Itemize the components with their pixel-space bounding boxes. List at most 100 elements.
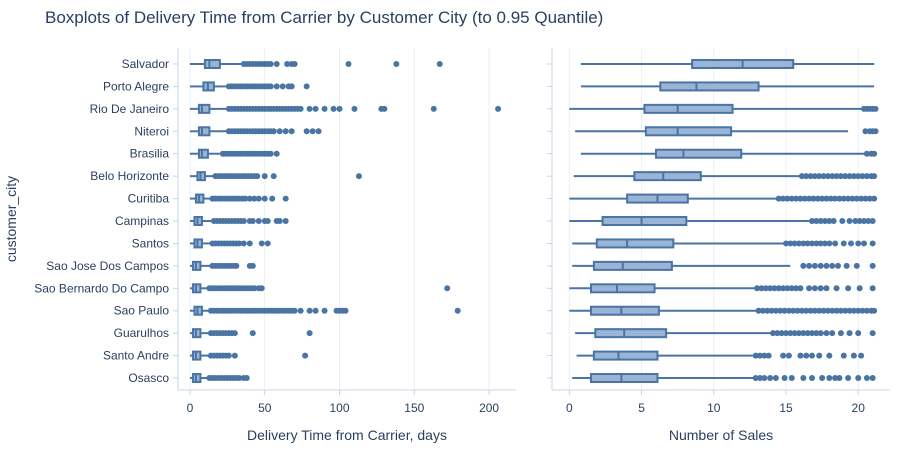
outlier-point	[819, 375, 826, 382]
outlier-point	[430, 105, 437, 112]
outlier-point	[832, 195, 839, 202]
iqr-box	[655, 148, 743, 159]
outlier-point	[829, 173, 836, 180]
outlier-point	[855, 240, 862, 247]
outlier-point	[827, 195, 834, 202]
x-tick-label: 15	[779, 401, 793, 415]
outlier-point	[855, 375, 862, 382]
outlier-point	[495, 105, 502, 112]
outlier-point	[832, 375, 839, 382]
outlier-point	[273, 83, 280, 90]
box-campinas	[569, 216, 876, 227]
outlier-point	[767, 285, 774, 292]
outlier-point	[236, 375, 243, 382]
outlier-point	[788, 375, 795, 382]
outlier-point	[788, 285, 795, 292]
outlier-point	[797, 195, 804, 202]
outlier-point	[336, 105, 343, 112]
outlier-point	[777, 307, 784, 314]
outlier-point	[321, 307, 328, 314]
outlier-point	[225, 352, 232, 359]
outlier-point	[796, 240, 802, 247]
y-tick-label: Sao Paulo	[114, 304, 170, 318]
outlier-point	[806, 285, 813, 292]
outlier-point	[761, 375, 768, 382]
panel-2: 0 5 10 15 20 Number of Sales	[547, 48, 890, 443]
iqr-box	[197, 148, 209, 159]
box-sao-paulo	[189, 305, 461, 316]
outlier-point	[840, 352, 847, 359]
outlier-point	[254, 173, 261, 180]
panel-1: 0 50 100 150 200 Delivery Time from Carrier, …	[173, 48, 516, 443]
outlier-point	[800, 375, 807, 382]
outlier-point	[309, 128, 316, 135]
y-tick-label: Guarulhos	[114, 326, 169, 340]
outlier-point	[436, 61, 443, 67]
outlier-point	[246, 240, 253, 247]
outlier-point	[276, 218, 283, 225]
outlier-point	[807, 307, 814, 314]
outlier-point	[242, 195, 249, 202]
outlier-point	[822, 218, 828, 225]
outlier-point	[306, 307, 313, 314]
outlier-point	[846, 330, 853, 337]
box-sao-bernardo-do-campo	[569, 283, 876, 294]
outlier-point	[809, 218, 815, 225]
outlier-point	[871, 307, 878, 314]
outlier-point	[826, 352, 833, 359]
outlier-point	[819, 195, 826, 202]
x-tick-label: 0	[566, 401, 573, 415]
outlier-point	[856, 285, 863, 292]
outlier-point	[291, 307, 298, 314]
outlier-point	[258, 285, 265, 292]
outlier-point	[850, 352, 857, 359]
outlier-point	[775, 195, 782, 202]
outlier-point	[837, 330, 844, 337]
iqr-box	[595, 238, 675, 249]
x-tick-label: 0	[187, 401, 194, 415]
outlier-point	[273, 61, 280, 67]
outlier-point	[846, 173, 853, 180]
outlier-point	[817, 262, 824, 269]
outlier-point	[820, 307, 827, 314]
outlier-point	[813, 218, 820, 225]
outlier-point	[804, 240, 811, 247]
y-tick-label: Rio De Janeiro	[90, 102, 170, 116]
box-osasco	[189, 373, 250, 384]
box-guarulhos	[575, 328, 876, 339]
outlier-point	[778, 330, 785, 337]
outlier-point	[801, 195, 808, 202]
outlier-point	[315, 128, 322, 135]
outlier-point	[840, 240, 847, 247]
outlier-point	[807, 173, 814, 180]
outlier-point	[752, 375, 759, 382]
outlier-point	[829, 307, 836, 314]
box-santos	[189, 238, 271, 249]
outlier-point	[803, 307, 810, 314]
x-tick-label: 200	[479, 401, 499, 415]
box-porto-alegre	[189, 81, 310, 92]
outlier-point	[813, 330, 820, 337]
outlier-point	[800, 240, 807, 247]
outlier-point	[811, 173, 818, 180]
outlier-point	[276, 128, 283, 135]
outlier-point	[800, 330, 807, 337]
outlier-point	[787, 240, 794, 247]
outlier-point	[246, 195, 253, 202]
iqr-box	[590, 305, 660, 316]
outlier-point	[855, 173, 862, 180]
y-tick-label: Sao Bernardo Do Campo	[34, 281, 169, 295]
outlier-point	[297, 307, 304, 314]
outlier-point	[761, 352, 768, 359]
y-tick-label: Osasco	[128, 371, 169, 385]
box-salvador	[580, 59, 875, 69]
outlier-point	[862, 195, 869, 202]
outlier-point	[236, 240, 243, 247]
outlier-point	[793, 285, 800, 292]
outlier-point	[869, 330, 876, 337]
x-tick-label: 5	[638, 401, 645, 415]
box-rio-de-janeiro	[189, 103, 502, 114]
outlier-point	[255, 195, 262, 202]
outlier-point	[784, 285, 791, 292]
